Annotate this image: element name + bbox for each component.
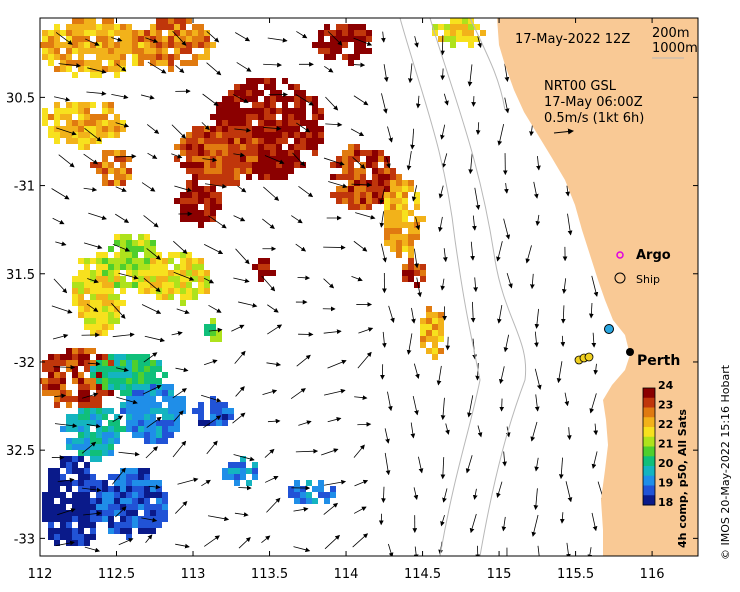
ship-label: Ship (636, 273, 660, 286)
contour-legend-200m: 200m (652, 26, 689, 41)
colorbar-segment (643, 456, 655, 467)
perth-marker (626, 348, 634, 356)
colorbar-label: 20 (658, 457, 674, 470)
colorbar-segment (643, 475, 655, 486)
x-tick-label: 115.5 (557, 567, 594, 582)
x-tick-label: 113.5 (251, 567, 288, 582)
axis-ticks: 112 112.5 113 113.5 114 114.5 115 115.5 116 30.5 -… (6, 18, 698, 582)
y-tick-label: -32 (14, 356, 35, 371)
colorbar-segment (643, 397, 655, 408)
colorbar-segment (643, 466, 655, 477)
city-label-perth: Perth (637, 353, 680, 369)
x-tick-label: 114 (334, 567, 359, 582)
y-tick-label: 32.5 (6, 444, 35, 459)
x-tick-label: 116 (640, 567, 665, 582)
bathymetry-contours (399, 18, 527, 556)
sst-pixel-layer (40, 18, 486, 546)
argo-label: Argo (636, 248, 671, 263)
contour-200m (429, 18, 527, 556)
date-label: 17-May-2022 12Z (515, 32, 630, 47)
x-tick-label: 114.5 (404, 567, 441, 582)
x-tick-label: 113 (181, 567, 206, 582)
current-title: NRT00 GSL (544, 79, 617, 94)
current-scale: 0.5m/s (1kt 6h) (544, 111, 644, 126)
colorbar-segment (643, 427, 655, 438)
colorbar-label: 18 (658, 496, 673, 509)
colorbar-segment (643, 407, 655, 418)
colorbar-label: 23 (658, 399, 673, 412)
sst-colorbar: 24 23 22 21 20 19 18 (642, 379, 674, 509)
ship-track-markers (574, 352, 594, 365)
plot-frame (39, 17, 699, 557)
colorbar-segment (643, 417, 655, 428)
colorbar-title: 4h comp, p50, All Sats (676, 409, 689, 548)
argo-marker-icon (616, 251, 624, 259)
colorbar-segment (643, 388, 655, 399)
colorbar-label: 22 (658, 418, 673, 431)
contour-1000m (399, 18, 481, 556)
x-tick-label: 115 (487, 567, 512, 582)
x-tick-label: 112.5 (98, 567, 135, 582)
colorbar-segment (643, 446, 655, 457)
ship-marker-icon (614, 272, 626, 284)
y-tick-label: -31 (14, 180, 35, 195)
current-time: 17-May 06:00Z (544, 95, 643, 110)
colorbar-segment (643, 485, 655, 496)
y-tick-label: 31.5 (6, 268, 35, 283)
contour-legend-1000m: 1000m (652, 41, 698, 56)
colorbar-segment (643, 436, 655, 447)
x-tick-label: 112 (28, 567, 53, 582)
mooring-marker (604, 324, 614, 334)
y-tick-label: 30.5 (6, 91, 35, 106)
colorbar-label: 19 (658, 477, 673, 490)
colorbar-label: 24 (658, 379, 674, 392)
current-scale-arrow (553, 128, 574, 135)
colorbar-segment (643, 495, 655, 506)
y-tick-label: -33 (14, 532, 35, 547)
colorbar-label: 21 (658, 438, 673, 451)
